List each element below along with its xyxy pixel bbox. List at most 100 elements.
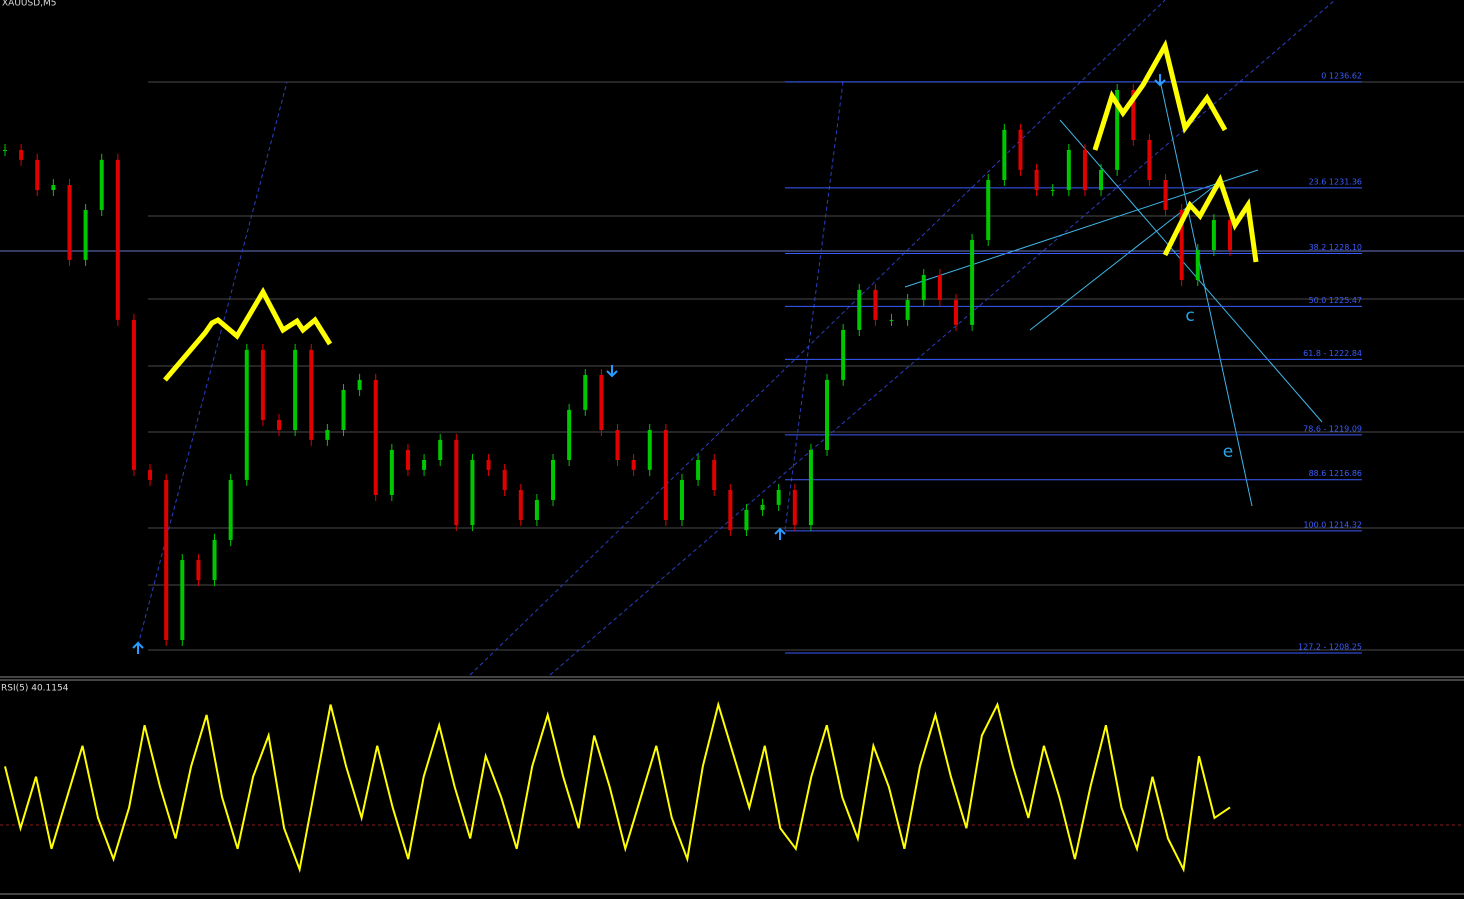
candle — [438, 439, 443, 460]
arrow-path — [1162, 173, 1259, 263]
candle — [857, 289, 862, 330]
candle — [728, 489, 733, 531]
annotation: c — [1185, 306, 1194, 326]
candle — [51, 185, 56, 191]
candle — [325, 430, 330, 440]
candle — [970, 239, 975, 325]
candle — [534, 500, 539, 520]
candle — [486, 459, 491, 470]
candle — [35, 159, 40, 191]
trend-line — [1059, 119, 1323, 423]
fib-label: 78.6 - 1219.09 — [1303, 424, 1362, 433]
candle — [760, 504, 765, 510]
candle — [841, 329, 846, 380]
candle — [405, 449, 410, 470]
candle — [293, 349, 298, 431]
candle — [1066, 149, 1071, 191]
candle — [744, 509, 749, 531]
candle — [212, 539, 217, 580]
candle — [873, 289, 878, 320]
fib-label: 23.6 1231.36 — [1309, 177, 1362, 186]
candle — [277, 419, 282, 431]
channels — [137, 0, 1336, 676]
candle — [631, 459, 636, 470]
candle — [889, 319, 894, 321]
fibonacci: 0 1236.62 23.6 1231.36 38.2 1228.10 50.0 12… — [785, 71, 1362, 654]
fib-label: 61.8 - 1222.84 — [1303, 349, 1362, 358]
candle — [244, 349, 249, 480]
drawn-arrows — [163, 39, 1259, 382]
candle — [1082, 149, 1087, 191]
candle — [1131, 89, 1136, 140]
candle — [776, 489, 781, 505]
candle — [792, 489, 797, 526]
candle — [551, 459, 556, 501]
rsi-title: RSI(5) 40.1154 — [1, 684, 69, 694]
candle — [615, 430, 620, 460]
candle — [180, 560, 185, 640]
candle — [905, 299, 910, 320]
candle — [937, 274, 942, 300]
candle — [373, 379, 378, 496]
candle — [1179, 209, 1184, 281]
candle — [518, 489, 523, 520]
marker — [774, 527, 786, 540]
candle — [470, 459, 475, 526]
candle — [696, 459, 701, 480]
candle — [1163, 179, 1168, 210]
candle — [67, 185, 72, 260]
candle — [83, 209, 88, 260]
candle — [1147, 139, 1152, 180]
candle — [99, 159, 104, 210]
candle — [986, 179, 991, 240]
arrow-path — [163, 286, 333, 382]
grid — [0, 81, 1464, 651]
candle — [583, 375, 588, 410]
candles — [3, 83, 1232, 646]
candle — [309, 349, 314, 440]
candle — [599, 375, 604, 431]
candle — [1034, 169, 1039, 191]
channel-line — [137, 81, 288, 646]
markers — [132, 74, 1166, 654]
candle — [196, 560, 201, 580]
candle — [1018, 129, 1023, 170]
candle — [1195, 250, 1200, 281]
candle — [1002, 129, 1007, 180]
marker — [1154, 74, 1166, 87]
symbol-label: XAUUSD,M5 — [2, 0, 57, 9]
fib-label: 0 1236.62 — [1321, 71, 1362, 80]
candle — [712, 459, 717, 490]
candle — [454, 439, 459, 526]
candle — [1228, 220, 1232, 251]
candle — [1115, 89, 1120, 170]
candle — [357, 379, 362, 390]
candle — [3, 149, 7, 151]
candle — [19, 149, 24, 160]
candle — [647, 430, 652, 470]
candle — [115, 159, 120, 320]
fib-label: 50.0 1225.47 — [1309, 296, 1362, 305]
candle — [1050, 190, 1055, 192]
trend-line — [904, 169, 1259, 288]
fib-label: 100.0 1214.32 — [1303, 520, 1362, 529]
candle — [341, 389, 346, 431]
trend-line — [1159, 79, 1253, 507]
arrow-path — [1092, 39, 1228, 151]
candle — [1099, 169, 1104, 191]
candle — [131, 319, 136, 470]
candle — [260, 349, 265, 420]
candle — [502, 469, 507, 490]
candle — [567, 409, 572, 460]
candle — [953, 299, 958, 325]
candle — [422, 459, 427, 470]
annotation: e — [1223, 442, 1233, 462]
marker — [132, 641, 144, 654]
candle — [148, 469, 153, 480]
fib-label: 88.6 1216.86 — [1309, 469, 1362, 478]
channel-line — [469, 0, 1166, 676]
candle — [228, 479, 233, 540]
fib-label: 127.2 - 1208.25 — [1298, 643, 1362, 652]
